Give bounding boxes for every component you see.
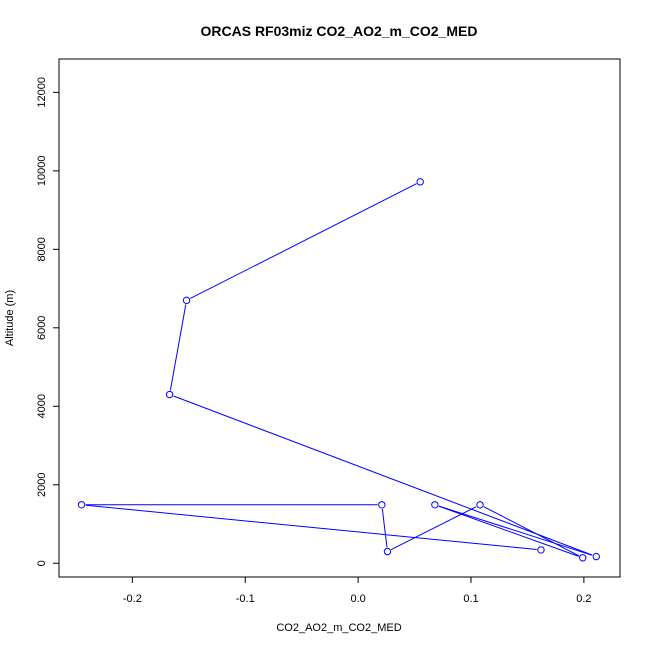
line-segment xyxy=(173,395,593,556)
data-point xyxy=(165,390,174,399)
y-tick-label: 6000 xyxy=(36,316,48,340)
data-point xyxy=(476,501,484,509)
series-points xyxy=(77,178,600,562)
data-point xyxy=(579,554,587,562)
data-point xyxy=(182,296,191,305)
x-tick-label: 0.0 xyxy=(350,593,365,605)
data-point xyxy=(431,501,439,509)
line-segment xyxy=(483,506,580,557)
data-point xyxy=(383,547,392,556)
x-tick-label: 0.1 xyxy=(463,593,478,605)
line-segment xyxy=(169,304,187,391)
chart-title: ORCAS RF03miz CO2_AO2_m_CO2_MED xyxy=(201,23,478,39)
y-tick-label: 8000 xyxy=(36,237,48,261)
x-axis: -0.2 -0.1 0.0 0.1 0.2 xyxy=(123,577,592,605)
data-point xyxy=(378,501,386,509)
x-tick-label: -0.2 xyxy=(123,593,142,605)
data-point xyxy=(592,552,600,561)
y-tick-label: 10000 xyxy=(36,156,48,187)
series-line xyxy=(85,183,593,557)
line-segment xyxy=(438,505,593,556)
line-segment xyxy=(438,505,579,557)
y-tick-label: 0 xyxy=(36,560,48,566)
plot-frame xyxy=(58,58,621,578)
data-point xyxy=(537,546,545,554)
line-segment xyxy=(85,504,537,551)
x-axis-label: CO2_AO2_m_CO2_MED xyxy=(276,622,401,634)
y-tick-label: 2000 xyxy=(36,473,48,497)
y-tick-label: 4000 xyxy=(36,394,48,418)
line-segment xyxy=(190,183,417,299)
data-point xyxy=(416,178,424,186)
line-segment xyxy=(381,508,388,548)
line-segment xyxy=(390,506,477,551)
y-tick-label: 12000 xyxy=(36,77,48,108)
y-axis: 0 2000 4000 6000 8000 10000 12000 xyxy=(36,77,59,566)
x-tick-label: 0.2 xyxy=(576,593,591,605)
data-point xyxy=(77,501,86,509)
y-axis-label: Altitude (m) xyxy=(4,290,16,346)
x-tick-label: -0.1 xyxy=(236,593,255,605)
